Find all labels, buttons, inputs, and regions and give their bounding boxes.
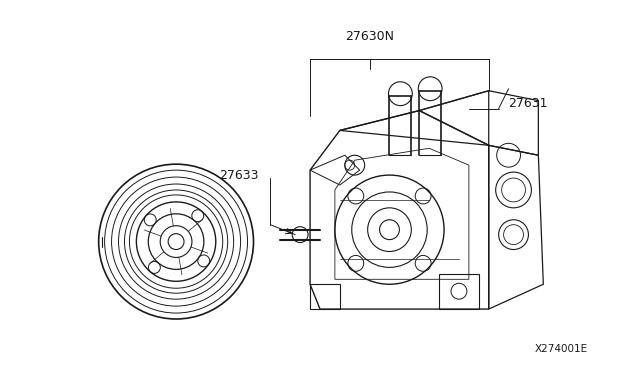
Text: 27630N: 27630N (345, 30, 394, 43)
Text: X274001E: X274001E (535, 344, 588, 354)
Text: 27631: 27631 (509, 97, 548, 110)
Text: 27633: 27633 (219, 169, 259, 182)
